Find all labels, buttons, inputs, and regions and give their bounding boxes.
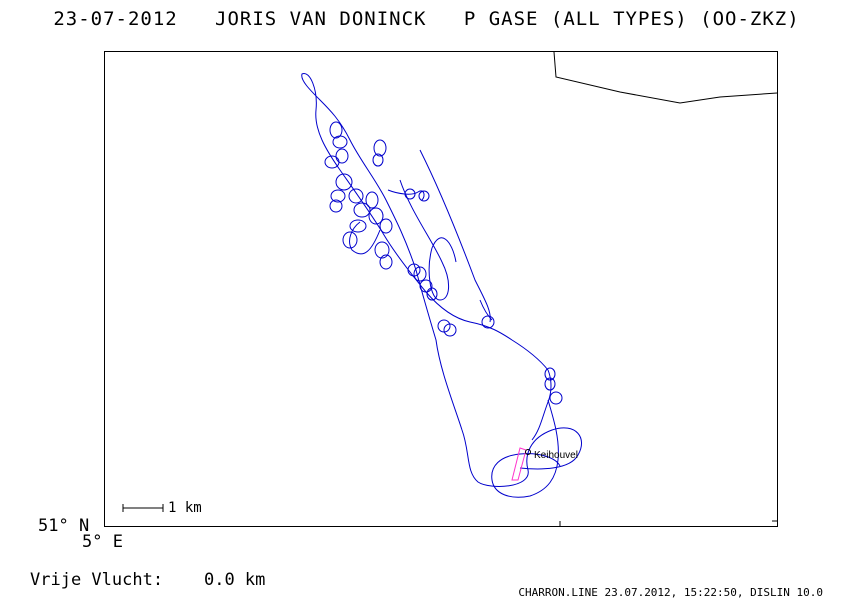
scale-label: 1 km [168, 500, 202, 516]
axis-ticks [559, 520, 778, 527]
footer-info: CHARRON.LINE 23.07.2012, 15:22:50, DISLI… [518, 586, 823, 599]
thermal-circles [324, 121, 563, 405]
latitude-label: 51° N [38, 516, 90, 536]
takeoff-marker [525, 449, 531, 455]
page-title: 23-07-2012 JORIS VAN DONINCK P GASE (ALL… [53, 8, 800, 30]
region-border [553, 51, 778, 104]
flight-track [301, 73, 583, 498]
scale-bar [122, 504, 164, 512]
free-flight-distance: Vrije Vlucht: 0.0 km [30, 570, 266, 590]
task-triangle [511, 447, 527, 481]
longitude-label: 5° E [82, 532, 123, 552]
place-label: Keihouvel [534, 450, 578, 461]
map-frame [104, 51, 778, 527]
